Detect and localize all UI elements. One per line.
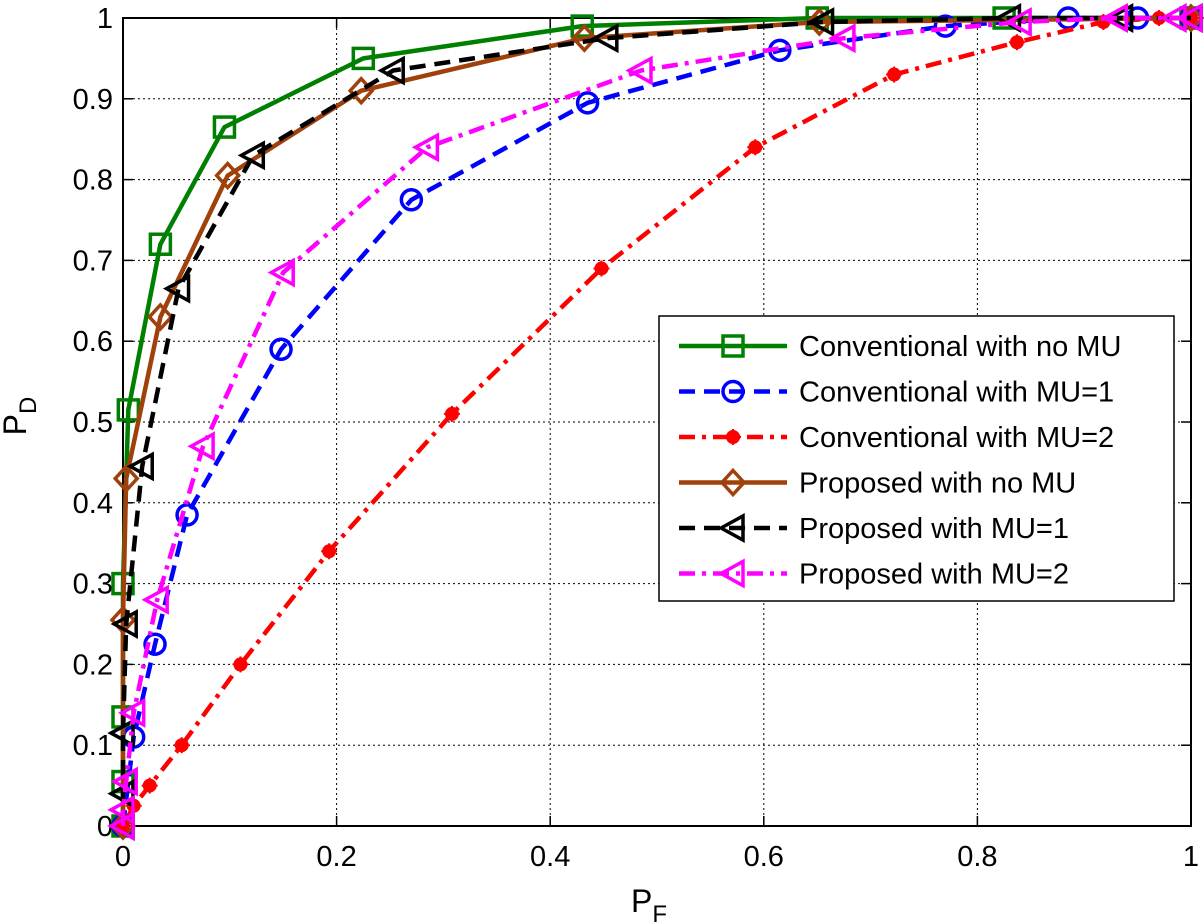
x-tick-label: 1 xyxy=(1183,841,1199,873)
legend-item-3: Proposed with no MU xyxy=(679,468,1076,500)
x-tick-label: 0 xyxy=(115,841,131,873)
y-axis-label-subscript: D xyxy=(15,397,42,414)
series-5-point xyxy=(625,55,653,86)
legend-marker xyxy=(721,334,745,358)
series-3-point xyxy=(214,160,242,191)
series-5-point xyxy=(141,584,169,615)
series-5 xyxy=(107,3,1203,841)
legend-marker xyxy=(725,429,741,445)
series-5-point xyxy=(107,811,135,841)
y-axis-label: PD xyxy=(0,397,42,436)
series-1-point xyxy=(143,632,167,656)
x-tick-label: 0.8 xyxy=(957,841,997,873)
series-3-point xyxy=(147,302,174,332)
series-2-point xyxy=(141,777,158,794)
x-axis-label: PF xyxy=(631,883,667,924)
series-0-point xyxy=(116,398,141,422)
series-5-point xyxy=(1175,3,1203,33)
series-5-point xyxy=(267,257,295,288)
series-5-point xyxy=(107,794,135,825)
series-2-point xyxy=(321,543,338,560)
y-tick-label: 0.4 xyxy=(73,488,113,520)
series-line-4 xyxy=(120,15,1191,826)
legend-label: Proposed with MU=1 xyxy=(799,513,1069,545)
series-4-point xyxy=(162,273,191,304)
series-5-point xyxy=(1100,3,1128,33)
legend-item-2: Conventional with MU=2 xyxy=(679,422,1114,454)
x-axis-label-subscript: F xyxy=(652,901,667,924)
series-2-point xyxy=(443,405,460,422)
x-tick-label: 0.6 xyxy=(744,841,784,873)
series-4-point xyxy=(377,55,405,86)
series-4-point xyxy=(126,451,154,482)
series-1-point xyxy=(399,188,424,212)
series-4-point xyxy=(237,140,266,171)
y-tick-label: 0.3 xyxy=(73,569,113,601)
legend: Conventional with no MU Conventional with… xyxy=(658,315,1175,602)
y-tick-label: 0.7 xyxy=(73,245,113,277)
y-tick-label: 1 xyxy=(97,3,113,35)
series-5-point xyxy=(1159,3,1187,33)
series-0-point xyxy=(351,46,376,71)
legend-label: Proposed with no MU xyxy=(799,468,1076,500)
series-5-point xyxy=(828,23,856,54)
legend-label: Conventional with no MU xyxy=(799,331,1121,363)
series-1-point xyxy=(269,337,293,362)
series-4-point xyxy=(591,23,619,54)
series-2-point xyxy=(1008,34,1025,51)
legend-item-0: Conventional with no MU xyxy=(679,331,1121,363)
series-5-point xyxy=(110,766,138,797)
series-2-point xyxy=(886,66,903,83)
y-axis-label-main: P xyxy=(0,414,33,435)
y-tick-label: 0.2 xyxy=(73,649,113,681)
series-2-point xyxy=(232,656,249,673)
legend-item-5: Proposed with MU=2 xyxy=(679,559,1069,591)
legend-items: Conventional with no MU Conventional with… xyxy=(679,331,1121,591)
legend-marker xyxy=(717,558,745,589)
series-2-point xyxy=(173,737,190,754)
series-3-point xyxy=(112,463,140,494)
series-line-2 xyxy=(121,15,1191,828)
y-tick-label: 0.1 xyxy=(73,730,113,762)
series-3-point xyxy=(805,7,833,37)
legend-label: Conventional with MU=1 xyxy=(799,377,1114,409)
legend-marker xyxy=(721,379,745,404)
y-tick-label: 0 xyxy=(97,811,113,843)
x-axis-label-main: P xyxy=(631,883,652,919)
series-0-point xyxy=(148,232,173,256)
legend-label: Proposed with MU=2 xyxy=(799,559,1069,591)
series-1-point xyxy=(575,91,600,115)
y-tick-label: 0.8 xyxy=(73,165,113,197)
series-4-point xyxy=(1105,3,1134,33)
series-4-point xyxy=(110,609,138,639)
series-layer xyxy=(107,3,1204,841)
series-5-point xyxy=(1004,7,1032,37)
legend-marker xyxy=(717,513,745,543)
legend-marker xyxy=(719,467,747,498)
series-0-point xyxy=(212,115,237,139)
series-2-point xyxy=(747,139,764,156)
legend-label: Conventional with MU=2 xyxy=(799,422,1114,454)
series-3-point xyxy=(571,23,598,53)
y-tick-label: 0.9 xyxy=(73,84,113,116)
series-4-point xyxy=(806,7,835,37)
series-2-point xyxy=(593,260,610,277)
x-tick-label: 0.2 xyxy=(316,841,356,873)
series-0-point xyxy=(570,14,594,38)
series-5-point xyxy=(187,431,215,462)
y-tick-label: 0.6 xyxy=(73,326,113,358)
x-tick-label: 0.4 xyxy=(530,841,570,873)
legend-box xyxy=(658,315,1175,602)
series-5-point xyxy=(118,697,146,728)
axis-ticks: 0 0.2 0.4 0.6 0.8 1 0 0.1 0.2 0.3 0.4 0.5 0.6 0.7 0.8 0… xyxy=(73,3,1199,873)
series-5-point xyxy=(411,132,440,163)
legend-item-1: Conventional with MU=1 xyxy=(679,377,1114,409)
series-1-point xyxy=(175,503,199,527)
legend-item-4: Proposed with MU=1 xyxy=(679,513,1069,545)
y-tick-label: 0.5 xyxy=(73,407,113,439)
